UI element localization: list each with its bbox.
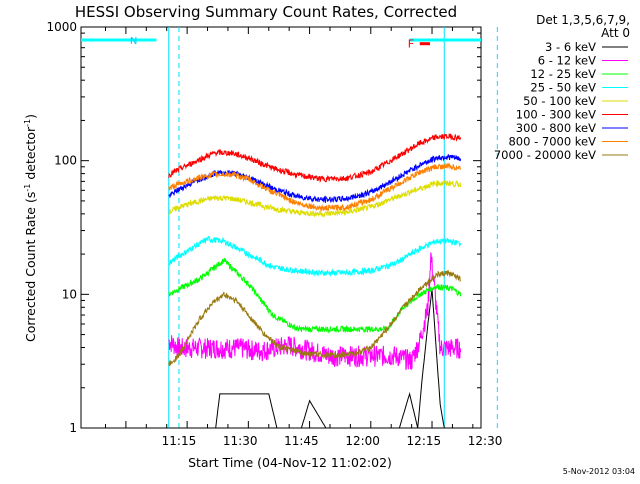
plot-area: 1 10 100 1000 11:15 11:30 11:45 12:00 12:15 12:30… bbox=[46, 20, 502, 448]
y-tick-label: 100 bbox=[54, 154, 77, 168]
legend-label: 50 - 100 keV bbox=[523, 94, 596, 108]
legend-label: 6 - 12 keV bbox=[538, 54, 596, 68]
legend-label: 300 - 800 keV bbox=[516, 121, 596, 135]
y-tick-label: 10 bbox=[62, 287, 77, 301]
series-line bbox=[168, 257, 462, 334]
x-tick-label: 11:45 bbox=[284, 434, 319, 448]
night-flag-label: N bbox=[130, 36, 137, 47]
legend-label: 3 - 6 keV bbox=[545, 40, 596, 54]
legend-label: 25 - 50 keV bbox=[530, 81, 596, 95]
x-tick-label: 12:30 bbox=[468, 434, 503, 448]
legend-header-1: Det 1,3,5,6,7,9, bbox=[536, 13, 630, 27]
x-tick-label: 12:00 bbox=[345, 434, 380, 448]
legend-label: 7000 - 20000 keV bbox=[494, 148, 596, 162]
series-line bbox=[168, 252, 462, 371]
legend-label: 800 - 7000 keV bbox=[508, 135, 596, 149]
y-axis-label: Corrected Count Rate (s-1 detector-1) bbox=[23, 114, 38, 342]
y-tick-label: 1000 bbox=[46, 20, 77, 34]
x-tick-label: 11:15 bbox=[162, 434, 197, 448]
footer-timestamp: 5-Nov-2012 03:04 bbox=[563, 467, 635, 476]
y-tick-label: 1 bbox=[69, 421, 77, 435]
series-line bbox=[168, 288, 445, 429]
x-tick-label: 12:15 bbox=[407, 434, 442, 448]
flare-flag-label: F bbox=[408, 38, 414, 51]
y-axis-label-group: Corrected Count Rate (s-1 detector-1) bbox=[23, 114, 38, 342]
series-line bbox=[168, 269, 462, 367]
series-line bbox=[168, 154, 462, 204]
chart-title: HESSI Observing Summary Count Rates, Cor… bbox=[75, 3, 457, 21]
legend-header-2: Att 0 bbox=[601, 26, 630, 40]
x-axis-label: Start Time (04-Nov-12 11:02:02) bbox=[188, 455, 392, 470]
series-line bbox=[168, 235, 462, 278]
x-tick-label: 11:30 bbox=[223, 434, 258, 448]
legend-label: 100 - 300 keV bbox=[516, 108, 596, 122]
legend-label: 12 - 25 keV bbox=[530, 67, 596, 81]
series-line bbox=[168, 162, 462, 213]
series-line bbox=[168, 179, 462, 219]
series-line bbox=[168, 133, 462, 183]
